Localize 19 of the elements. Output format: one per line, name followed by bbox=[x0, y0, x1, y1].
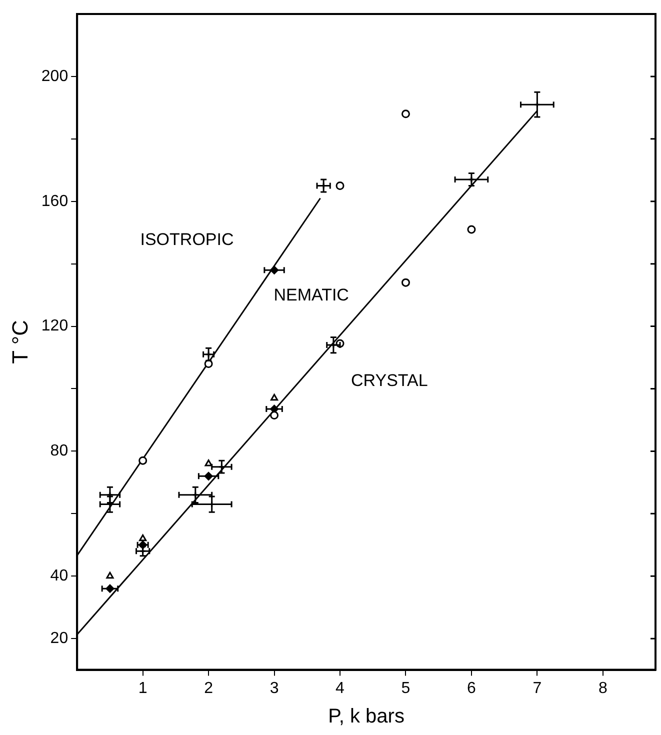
x-tick-label: 2 bbox=[204, 680, 214, 697]
y-axis-title: T °C bbox=[7, 320, 32, 364]
annotation: ISOTROPIC bbox=[140, 230, 234, 249]
y-tick-label: 40 bbox=[50, 568, 68, 585]
y-tick-label: 160 bbox=[41, 192, 68, 210]
x-tick-label: 3 bbox=[270, 680, 279, 697]
y-tick-label: 120 bbox=[41, 318, 68, 335]
annotation: CRYSTAL bbox=[351, 370, 428, 390]
x-tick-label: 1 bbox=[138, 680, 148, 697]
y-tick-label: 200 bbox=[41, 68, 68, 85]
y-tick-label: 20 bbox=[50, 630, 68, 647]
x-tick-label: 4 bbox=[336, 680, 345, 697]
x-tick-label: 7 bbox=[532, 680, 542, 697]
x-tick-label: 6 bbox=[467, 680, 476, 697]
x-tick-label: 5 bbox=[401, 680, 410, 697]
x-axis-title: P, k bars bbox=[328, 706, 404, 728]
x-tick-label: 8 bbox=[598, 680, 608, 697]
y-tick-label: 80 bbox=[50, 442, 68, 460]
annotation: NEMATIC bbox=[274, 286, 349, 305]
